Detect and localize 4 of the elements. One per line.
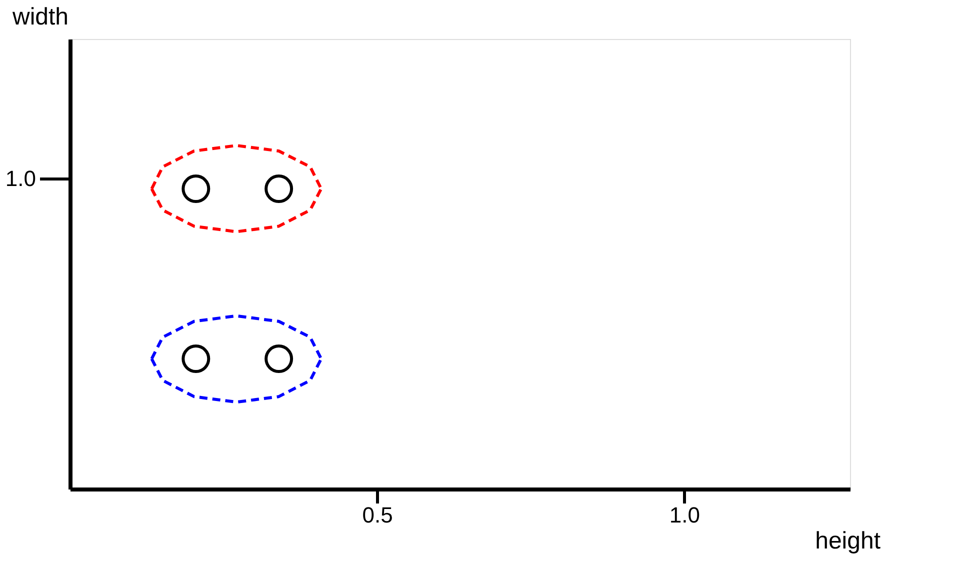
x-tick-label: 0.5 [362, 502, 393, 528]
x-axis-title: height [815, 528, 881, 554]
text: 1.0 [5, 166, 36, 191]
y-axis-title: width [11, 4, 69, 30]
